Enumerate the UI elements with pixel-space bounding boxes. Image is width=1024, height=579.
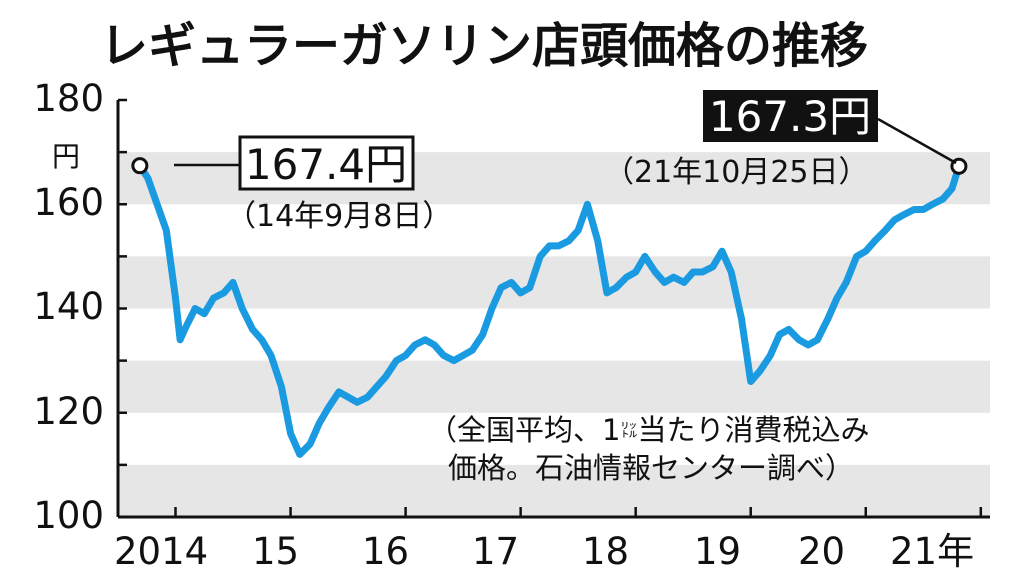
price-series	[131, 157, 968, 458]
x-tick-label: 19	[694, 530, 741, 573]
grid-band	[118, 360, 990, 413]
end-value-box	[703, 90, 878, 142]
x-tick-label: 21年	[890, 530, 974, 573]
source-note-line1: （全国平均、1㍑当たり消費税込み	[428, 413, 869, 447]
start-date-label: （14年9月8日）	[226, 199, 452, 234]
x-tick-label: 15	[252, 530, 299, 573]
chart-title: レギュラーガソリン店頭価格の推移	[100, 18, 868, 74]
end-value-label: 167.3円	[709, 92, 871, 141]
grid-band	[118, 464, 990, 517]
y-tick-label: 120	[33, 390, 104, 433]
price-line	[136, 162, 963, 458]
y-axis-unit: 円	[52, 140, 80, 173]
y-tick-label: 180	[33, 77, 104, 120]
grid-band	[118, 256, 990, 309]
x-tick-label: 18	[582, 530, 629, 573]
y-tick-label: 100	[33, 494, 104, 537]
tick-marks	[118, 98, 983, 519]
x-tick-label: 2014	[114, 530, 208, 573]
start-value-label: 167.4円	[245, 140, 407, 189]
y-tick-label: 160	[33, 181, 104, 224]
x-tick-label: 20	[798, 530, 845, 573]
source-note-line2: 価格。石油情報センター調べ）	[448, 451, 854, 485]
start-point-marker	[131, 157, 149, 175]
end-leader-line	[877, 117, 957, 165]
end-date-label: （21年10月25日）	[604, 155, 869, 190]
start-value-box	[238, 135, 415, 191]
x-tick-label: 16	[362, 530, 409, 573]
x-tick-label: 17	[472, 530, 519, 573]
y-tick-label: 140	[33, 285, 104, 328]
